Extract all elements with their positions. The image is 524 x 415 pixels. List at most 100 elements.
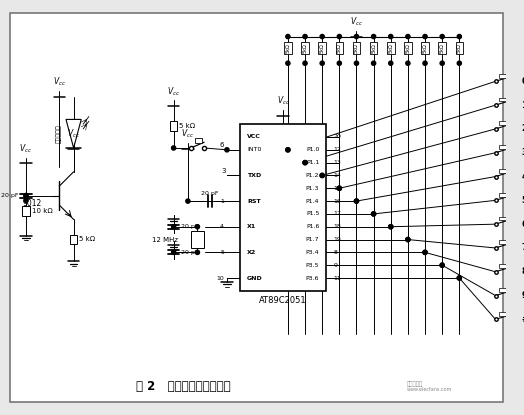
- Text: X1: X1: [247, 224, 256, 229]
- Circle shape: [372, 61, 376, 65]
- Text: 9012: 9012: [23, 199, 42, 208]
- Text: $V_{cc}$: $V_{cc}$: [67, 128, 80, 140]
- Bar: [499, 121, 507, 125]
- Text: 8: 8: [334, 250, 337, 255]
- Text: $V_{cc}$: $V_{cc}$: [53, 76, 66, 88]
- Bar: [284, 42, 292, 54]
- Circle shape: [320, 61, 324, 65]
- Bar: [335, 42, 343, 54]
- Text: 4: 4: [220, 224, 224, 229]
- Circle shape: [440, 263, 444, 267]
- Text: 5kΩ: 5kΩ: [371, 43, 376, 53]
- Text: 3: 3: [222, 168, 226, 174]
- Text: 1: 1: [521, 100, 524, 110]
- Bar: [70, 234, 78, 244]
- Bar: [170, 121, 178, 131]
- Bar: [499, 312, 507, 315]
- Text: $V_{cc}$: $V_{cc}$: [350, 15, 363, 28]
- Text: 20: 20: [334, 134, 342, 139]
- Bar: [499, 217, 507, 220]
- Circle shape: [337, 186, 342, 190]
- Circle shape: [389, 225, 393, 229]
- Circle shape: [303, 161, 307, 165]
- Text: $V_{cc}$: $V_{cc}$: [19, 142, 32, 155]
- Bar: [421, 42, 429, 54]
- Text: 17: 17: [334, 211, 342, 216]
- Text: 9: 9: [521, 291, 524, 300]
- Text: $V_{cc}$: $V_{cc}$: [167, 85, 180, 98]
- Bar: [499, 74, 507, 78]
- Text: 12: 12: [334, 147, 342, 152]
- Text: RST: RST: [247, 199, 260, 204]
- Text: 红外发射管: 红外发射管: [57, 124, 62, 143]
- Bar: [191, 232, 204, 248]
- Circle shape: [24, 193, 28, 198]
- Bar: [499, 145, 507, 149]
- Text: 5kΩ: 5kΩ: [422, 43, 428, 53]
- Circle shape: [195, 225, 200, 229]
- Text: 5kΩ: 5kΩ: [388, 43, 393, 53]
- Text: 5kΩ: 5kΩ: [302, 43, 308, 53]
- Circle shape: [171, 146, 176, 150]
- Bar: [439, 42, 446, 54]
- Circle shape: [423, 61, 427, 65]
- Bar: [499, 169, 507, 173]
- Circle shape: [286, 34, 290, 39]
- Circle shape: [372, 212, 376, 216]
- Circle shape: [354, 199, 358, 203]
- Text: 10: 10: [216, 276, 224, 281]
- Text: GND: GND: [247, 276, 263, 281]
- Text: P1.1: P1.1: [306, 160, 319, 165]
- Circle shape: [24, 198, 28, 203]
- Text: 20 pF: 20 pF: [181, 224, 199, 229]
- Circle shape: [171, 225, 176, 229]
- Circle shape: [372, 34, 376, 39]
- Circle shape: [337, 61, 342, 65]
- Circle shape: [320, 34, 324, 39]
- Circle shape: [354, 34, 358, 39]
- Text: INT0: INT0: [247, 147, 261, 152]
- Text: 5kΩ: 5kΩ: [457, 43, 462, 53]
- Text: 12 MHz: 12 MHz: [152, 237, 178, 242]
- Text: 14: 14: [334, 173, 342, 178]
- Circle shape: [389, 225, 393, 229]
- Circle shape: [423, 250, 427, 254]
- Text: 19: 19: [334, 237, 342, 242]
- Text: 5: 5: [220, 250, 224, 255]
- Text: 13: 13: [334, 160, 342, 165]
- Text: P1.4: P1.4: [306, 199, 319, 204]
- Text: 0: 0: [521, 77, 524, 86]
- Text: 18: 18: [334, 224, 341, 229]
- Bar: [455, 42, 463, 54]
- Circle shape: [337, 34, 342, 39]
- Text: 5kΩ: 5kΩ: [440, 43, 445, 53]
- Circle shape: [354, 199, 358, 203]
- Circle shape: [286, 61, 290, 65]
- Text: 5kΩ: 5kΩ: [320, 43, 325, 53]
- Circle shape: [171, 250, 176, 254]
- Bar: [499, 193, 507, 197]
- Circle shape: [303, 34, 307, 39]
- Circle shape: [354, 61, 358, 65]
- Text: P1.6: P1.6: [306, 224, 319, 229]
- Text: 5: 5: [521, 196, 524, 205]
- Text: VCC: VCC: [247, 134, 261, 139]
- Text: 15: 15: [334, 186, 341, 191]
- Text: 1: 1: [220, 199, 224, 204]
- Text: 5kΩ: 5kΩ: [354, 43, 359, 53]
- Text: AT89C2051: AT89C2051: [259, 296, 307, 305]
- Bar: [499, 264, 507, 268]
- Bar: [387, 42, 395, 54]
- Text: P1.3: P1.3: [306, 186, 319, 191]
- Text: 16: 16: [334, 199, 341, 204]
- Text: 5 kΩ: 5 kΩ: [79, 237, 95, 242]
- Text: X2: X2: [247, 250, 256, 255]
- Circle shape: [440, 61, 444, 65]
- Text: TXD: TXD: [247, 173, 261, 178]
- Circle shape: [440, 263, 444, 267]
- Bar: [499, 98, 507, 101]
- Text: 图 2   发射模块电路原理图: 图 2 发射模块电路原理图: [136, 380, 231, 393]
- Bar: [241, 124, 326, 291]
- Text: P1.5: P1.5: [306, 211, 319, 216]
- Bar: [319, 42, 326, 54]
